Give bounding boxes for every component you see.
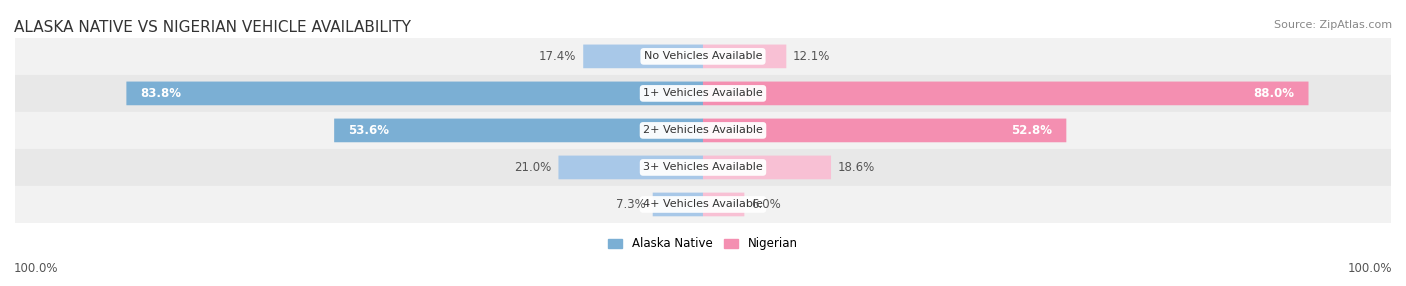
FancyBboxPatch shape xyxy=(652,192,703,216)
Text: 1+ Vehicles Available: 1+ Vehicles Available xyxy=(643,88,763,98)
FancyBboxPatch shape xyxy=(583,45,703,68)
Text: 4+ Vehicles Available: 4+ Vehicles Available xyxy=(643,199,763,209)
Text: Source: ZipAtlas.com: Source: ZipAtlas.com xyxy=(1274,20,1392,30)
FancyBboxPatch shape xyxy=(15,75,1391,112)
Text: 18.6%: 18.6% xyxy=(838,161,875,174)
FancyBboxPatch shape xyxy=(703,192,744,216)
Text: 6.0%: 6.0% xyxy=(751,198,780,211)
Text: 17.4%: 17.4% xyxy=(538,50,576,63)
Text: 53.6%: 53.6% xyxy=(349,124,389,137)
Text: 52.8%: 52.8% xyxy=(1011,124,1053,137)
FancyBboxPatch shape xyxy=(703,156,831,179)
FancyBboxPatch shape xyxy=(127,82,703,105)
FancyBboxPatch shape xyxy=(558,156,703,179)
FancyBboxPatch shape xyxy=(703,82,1309,105)
Text: ALASKA NATIVE VS NIGERIAN VEHICLE AVAILABILITY: ALASKA NATIVE VS NIGERIAN VEHICLE AVAILA… xyxy=(14,20,411,35)
Text: 83.8%: 83.8% xyxy=(141,87,181,100)
FancyBboxPatch shape xyxy=(15,38,1391,75)
Legend: Alaska Native, Nigerian: Alaska Native, Nigerian xyxy=(609,237,797,250)
Text: 12.1%: 12.1% xyxy=(793,50,831,63)
Text: 88.0%: 88.0% xyxy=(1254,87,1295,100)
FancyBboxPatch shape xyxy=(15,149,1391,186)
FancyBboxPatch shape xyxy=(15,112,1391,149)
Text: 7.3%: 7.3% xyxy=(616,198,645,211)
FancyBboxPatch shape xyxy=(15,186,1391,223)
Text: 100.0%: 100.0% xyxy=(14,262,59,275)
FancyBboxPatch shape xyxy=(335,119,703,142)
Text: 100.0%: 100.0% xyxy=(1347,262,1392,275)
Text: 2+ Vehicles Available: 2+ Vehicles Available xyxy=(643,126,763,136)
Text: 21.0%: 21.0% xyxy=(515,161,551,174)
FancyBboxPatch shape xyxy=(703,119,1066,142)
Text: 3+ Vehicles Available: 3+ Vehicles Available xyxy=(643,162,763,172)
Text: No Vehicles Available: No Vehicles Available xyxy=(644,51,762,61)
FancyBboxPatch shape xyxy=(703,45,786,68)
